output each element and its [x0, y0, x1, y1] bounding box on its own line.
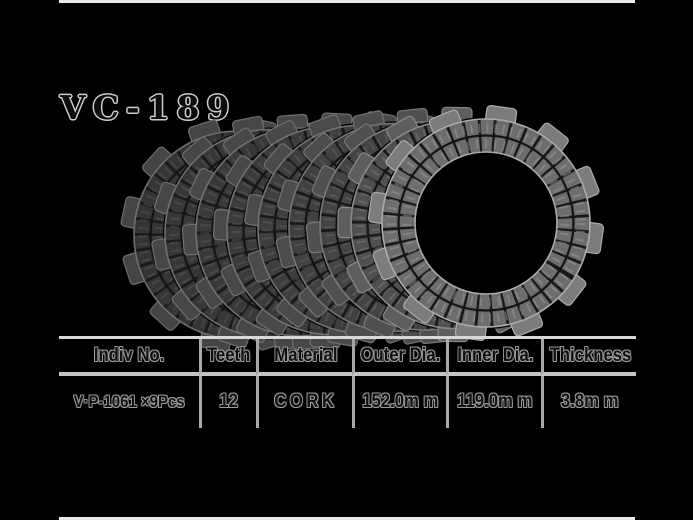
- col-header-teeth: Teeth: [199, 339, 256, 376]
- cell-inner-dia: 119.0m m: [446, 376, 541, 428]
- col-header-outer-dia-label: Outer Dia.: [360, 344, 441, 366]
- cell-material-value: CORK: [273, 391, 338, 412]
- cell-outer-dia: 152.0m m: [352, 376, 446, 428]
- cell-teeth: 12: [199, 376, 256, 428]
- cell-inner-dia-value: 119.0m m: [457, 391, 533, 412]
- col-header-teeth-label: Teeth: [207, 344, 251, 366]
- product-code-title: VC-189: [60, 88, 237, 127]
- col-header-material: Material: [256, 339, 352, 376]
- cell-teeth-value: 12: [219, 391, 239, 412]
- cell-material: CORK: [256, 376, 352, 428]
- cell-indiv-no: V·P-1061 ×9Pcs: [59, 376, 199, 428]
- spec-table: Indiv No. Teeth Material Outer Dia. Inne…: [59, 336, 636, 428]
- spec-table-data-row: V·P-1061 ×9Pcs 12 CORK 152.0m m 119.0m m…: [59, 376, 636, 428]
- scan-edge-line-bottom: [59, 517, 635, 520]
- cell-indiv-no-value: V·P-1061 ×9Pcs: [73, 392, 185, 411]
- col-header-inner-dia-label: Inner Dia.: [456, 344, 534, 366]
- col-header-indiv-no-label: Indiv No.: [93, 344, 165, 366]
- col-header-outer-dia: Outer Dia.: [352, 339, 446, 376]
- cell-outer-dia-value: 152.0m m: [362, 391, 439, 412]
- col-header-inner-dia: Inner Dia.: [446, 339, 541, 376]
- clutch-plate: [367, 104, 605, 342]
- col-header-material-label: Material: [273, 344, 338, 366]
- cell-thickness-value: 3.8m m: [561, 391, 619, 412]
- col-header-thickness-label: Thickness: [549, 344, 631, 366]
- scan-edge-line-top: [59, 0, 635, 3]
- col-header-thickness: Thickness: [541, 339, 636, 376]
- cell-thickness: 3.8m m: [541, 376, 636, 428]
- col-header-indiv-no: Indiv No.: [59, 339, 199, 376]
- spec-table-header-row: Indiv No. Teeth Material Outer Dia. Inne…: [59, 339, 636, 376]
